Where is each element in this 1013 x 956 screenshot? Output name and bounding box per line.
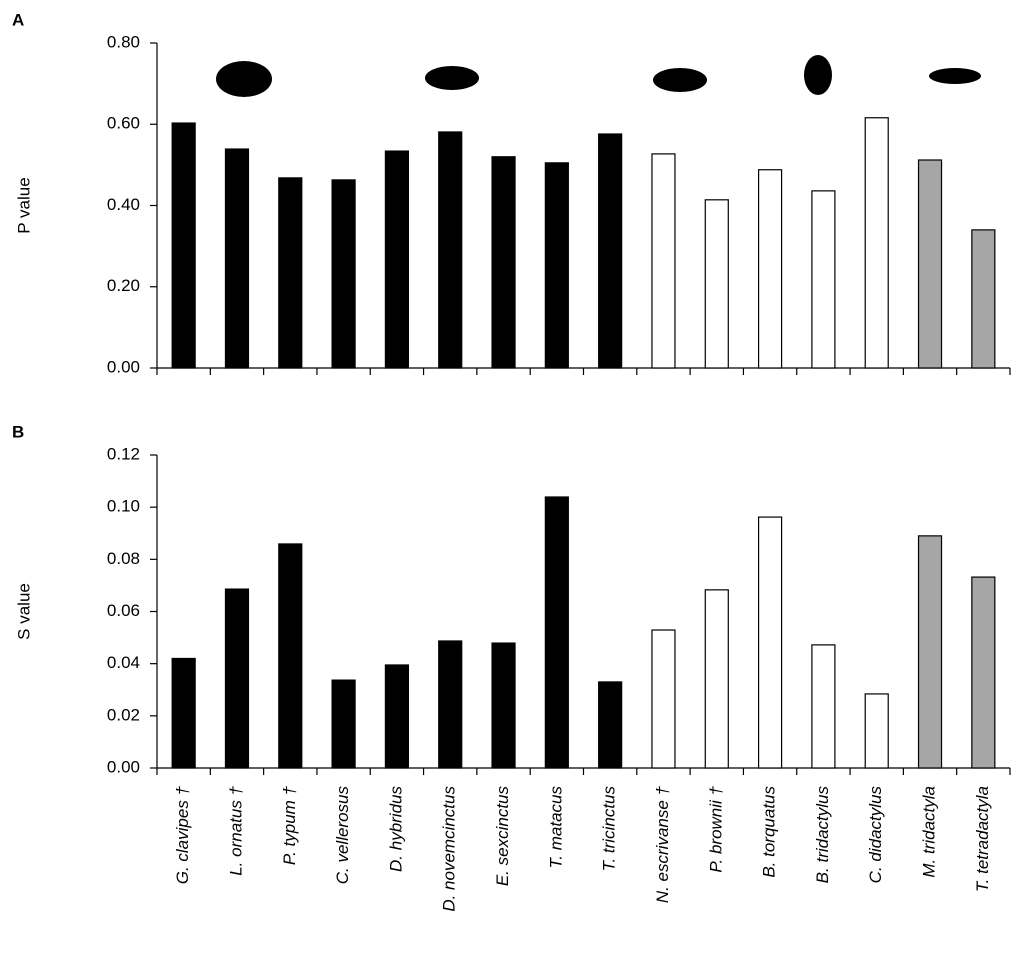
- bar: [278, 177, 303, 369]
- y-tick-label: 0.80: [107, 32, 140, 51]
- bar: [224, 148, 250, 369]
- x-tick-label: C. didactylus: [866, 786, 885, 884]
- silhouette: [653, 68, 707, 92]
- x-tick-label: B. torquatus: [760, 786, 779, 878]
- x-tick-label: T. matacus: [546, 786, 565, 869]
- bar: [171, 122, 196, 369]
- panel-label: A: [12, 10, 24, 29]
- silhouette: [929, 68, 981, 84]
- bar: [491, 642, 516, 769]
- silhouettes: [216, 55, 981, 97]
- silhouette: [216, 61, 272, 97]
- bar: [864, 117, 889, 369]
- bar: [651, 629, 676, 769]
- x-tick-label: B. tridactylus: [813, 786, 832, 884]
- y-tick-label: 0.60: [107, 114, 140, 133]
- y-tick-label: 0.02: [107, 705, 140, 724]
- y-tick-label: 0.06: [107, 601, 140, 620]
- x-tick-label: D. hybridus: [386, 786, 405, 872]
- bar: [864, 693, 889, 769]
- x-tick-label: E. sexcinctus: [493, 786, 512, 887]
- y-tick-label: 0.20: [107, 276, 140, 295]
- silhouette: [804, 55, 832, 95]
- bar: [704, 589, 729, 769]
- bar: [438, 640, 463, 769]
- bar: [438, 131, 463, 369]
- x-tick-label: N. escrivanse †: [653, 785, 672, 903]
- y-tick-label: 0.08: [107, 549, 140, 568]
- silhouette: [425, 66, 479, 90]
- x-tick-label: P. typum †: [280, 785, 299, 865]
- x-tick-label: P. brownii †: [706, 785, 725, 872]
- bar: [278, 543, 303, 769]
- bar: [331, 679, 356, 769]
- x-tick-label: T. tricinctus: [600, 786, 619, 872]
- x-tick-label: M. tridactyla: [920, 786, 939, 878]
- bar: [384, 664, 410, 769]
- bar: [491, 156, 516, 369]
- bar: [171, 657, 196, 769]
- bar: [544, 162, 569, 369]
- bar: [757, 169, 783, 369]
- bar: [651, 153, 676, 369]
- bar: [224, 588, 250, 769]
- bar: [971, 576, 996, 769]
- bar: [917, 159, 943, 369]
- y-tick-label: 0.00: [107, 757, 140, 776]
- bar: [811, 190, 836, 369]
- bar: [811, 644, 836, 769]
- y-tick-label: 0.00: [107, 357, 140, 376]
- bar: [704, 199, 729, 369]
- bar: [757, 516, 783, 769]
- x-tick-label: L. ornatus †: [226, 785, 245, 875]
- y-axis-label: P value: [14, 177, 33, 233]
- bar: [598, 133, 623, 369]
- y-tick-label: 0.10: [107, 497, 140, 516]
- bar: [971, 229, 996, 369]
- bar: [598, 681, 623, 769]
- x-tick-label: T. tetradactyla: [973, 786, 992, 892]
- y-axis-label: S value: [14, 583, 33, 640]
- x-tick-label: C. vellerosus: [333, 786, 352, 885]
- y-tick-label: 0.40: [107, 195, 140, 214]
- bar: [331, 179, 356, 369]
- x-tick-label: G. clavipes †: [173, 785, 192, 884]
- panel-label: B: [12, 422, 24, 441]
- bar: [544, 496, 569, 769]
- bar: [384, 150, 410, 369]
- x-tick-label: D. novemcinctus: [440, 786, 459, 912]
- y-tick-label: 0.04: [107, 653, 140, 672]
- y-tick-label: 0.12: [107, 444, 140, 463]
- bar: [917, 535, 943, 769]
